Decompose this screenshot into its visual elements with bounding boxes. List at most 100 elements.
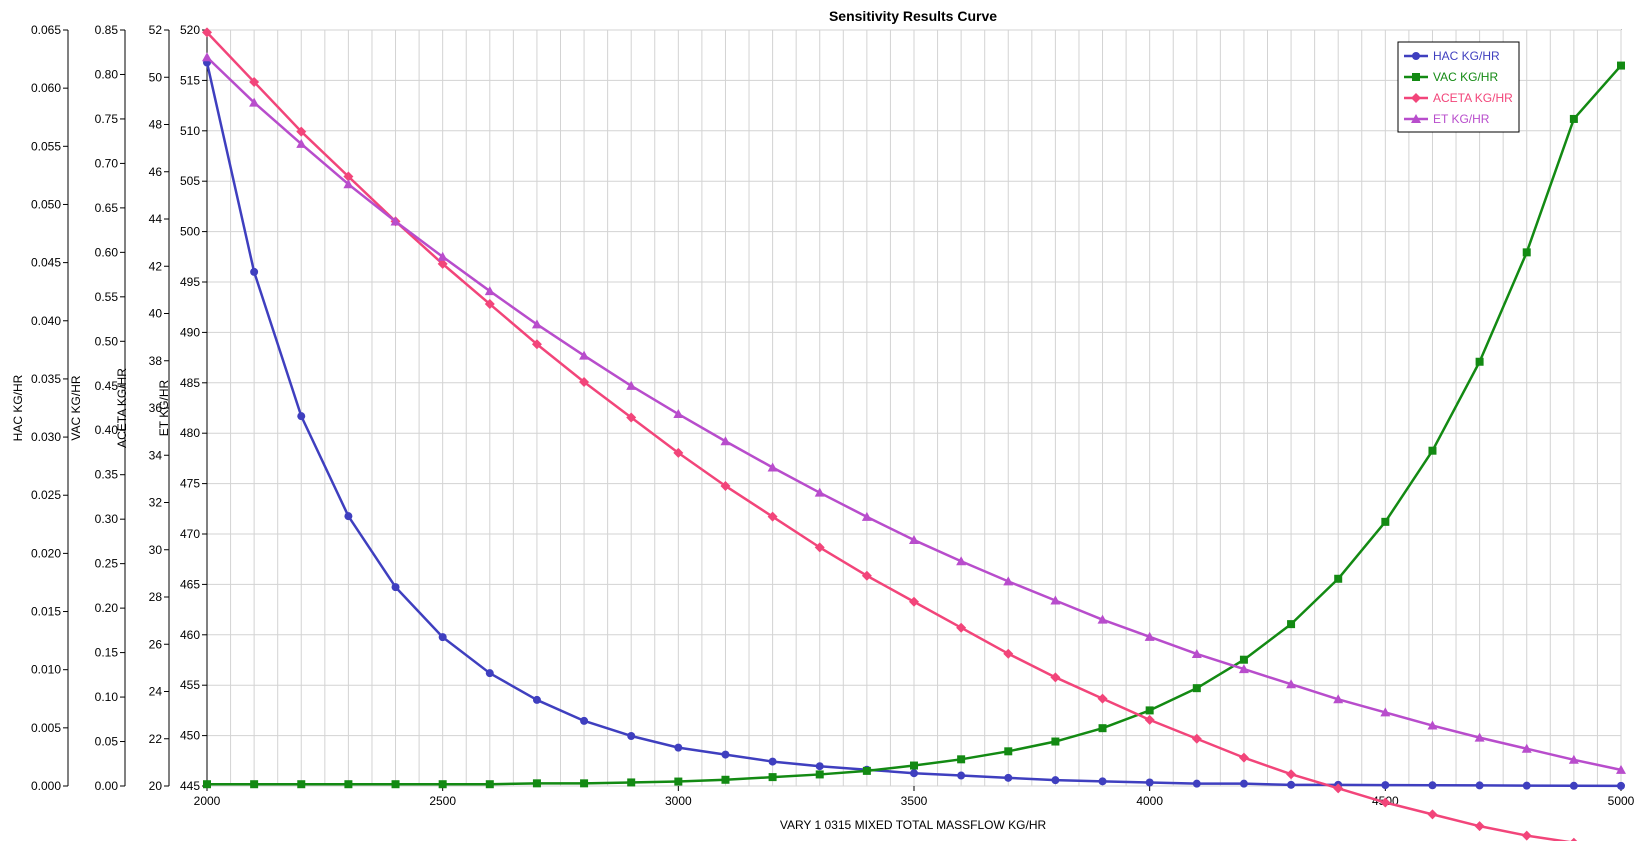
series-vac bbox=[203, 61, 1625, 789]
data-point bbox=[673, 409, 684, 419]
x-tick-label: 5000 bbox=[1608, 794, 1635, 808]
data-point bbox=[1287, 620, 1296, 629]
y-tick-label: 52 bbox=[149, 23, 163, 37]
y-tick-label: 0.050 bbox=[31, 197, 61, 211]
y-axis-label: HAC KG/HR bbox=[11, 374, 25, 441]
data-point bbox=[627, 731, 636, 740]
data-point bbox=[532, 695, 541, 704]
y-tick-label: 0.025 bbox=[31, 488, 61, 502]
data-point bbox=[1191, 648, 1202, 658]
data-point bbox=[1334, 574, 1343, 583]
data-point bbox=[861, 570, 872, 581]
y-tick-label: 0.005 bbox=[31, 721, 61, 735]
data-point bbox=[532, 779, 541, 788]
data-point bbox=[1380, 797, 1391, 808]
y-tick-label: 470 bbox=[180, 527, 200, 541]
data-point bbox=[437, 251, 448, 261]
data-point bbox=[673, 447, 684, 458]
data-point bbox=[909, 596, 919, 607]
data-point bbox=[1144, 714, 1155, 725]
y-tick-label: 0.020 bbox=[31, 546, 61, 560]
data-point bbox=[531, 319, 542, 329]
y-tick-label: 505 bbox=[180, 174, 200, 188]
data-point bbox=[1097, 693, 1108, 704]
y-tick-label: 0.45 bbox=[95, 379, 119, 393]
y-tick-label: 0.60 bbox=[95, 245, 119, 259]
data-point bbox=[957, 771, 966, 780]
legend-item: ET KG/HR bbox=[1404, 112, 1490, 126]
data-point bbox=[484, 286, 495, 296]
x-tick-label: 4000 bbox=[1136, 794, 1163, 808]
data-point bbox=[720, 436, 731, 446]
y-tick-label: 520 bbox=[180, 23, 200, 37]
data-point bbox=[343, 179, 354, 189]
data-point bbox=[437, 258, 448, 269]
data-point bbox=[1239, 655, 1248, 664]
data-point bbox=[815, 762, 824, 771]
data-point bbox=[1522, 248, 1531, 257]
data-point bbox=[1411, 114, 1421, 123]
data-point bbox=[1286, 679, 1297, 689]
y-tick-label: 0.80 bbox=[95, 67, 119, 81]
y-tick-label: 485 bbox=[180, 376, 200, 390]
data-point bbox=[1381, 517, 1390, 526]
data-point bbox=[1050, 595, 1061, 605]
y-tick-label: 32 bbox=[149, 496, 163, 510]
y-tick-label: 465 bbox=[180, 577, 200, 591]
legend-item: VAC KG/HR bbox=[1404, 70, 1498, 84]
y-tick-label: 0.55 bbox=[95, 290, 119, 304]
y-tick-label: 460 bbox=[180, 628, 200, 642]
data-point bbox=[1192, 779, 1201, 788]
data-point bbox=[1427, 720, 1438, 730]
y-tick-label: 48 bbox=[149, 118, 163, 132]
data-point bbox=[1617, 61, 1625, 70]
series-aceta bbox=[202, 27, 1623, 846]
y-tick-label: 0.50 bbox=[95, 334, 119, 348]
y-tick-label: 26 bbox=[149, 637, 163, 651]
data-point bbox=[1145, 706, 1154, 715]
y-tick-label: 500 bbox=[180, 225, 200, 239]
data-point bbox=[1474, 821, 1485, 832]
y-axis-label: VAC KG/HR bbox=[69, 375, 83, 440]
data-point bbox=[1004, 747, 1013, 756]
data-point bbox=[579, 377, 590, 388]
data-point bbox=[1522, 781, 1531, 790]
axes-layer: 20002500300035004000450050000.0000.0050.… bbox=[11, 23, 1635, 808]
data-point bbox=[956, 556, 967, 566]
y-axis-label: ACETA KG/HR bbox=[115, 368, 129, 448]
y-tick-label: 0.010 bbox=[31, 663, 61, 677]
y-tick-label: 0.10 bbox=[95, 690, 119, 704]
data-point bbox=[249, 97, 260, 107]
y-axis-label: ET KG/HR bbox=[157, 379, 171, 436]
data-point bbox=[203, 780, 211, 789]
data-point bbox=[1097, 614, 1108, 624]
y-tick-label: 515 bbox=[180, 73, 200, 87]
data-point bbox=[1050, 672, 1061, 683]
y-tick-label: 46 bbox=[149, 165, 163, 179]
data-point bbox=[391, 780, 400, 789]
data-point bbox=[1145, 778, 1154, 787]
data-point bbox=[767, 462, 778, 472]
data-point bbox=[202, 52, 212, 62]
data-point bbox=[814, 542, 825, 553]
y-tick-label: 0.35 bbox=[95, 468, 119, 482]
y-tick-label: 495 bbox=[180, 275, 200, 289]
y-tick-label: 0.25 bbox=[95, 557, 119, 571]
data-point bbox=[1475, 357, 1484, 366]
legend-item: HAC KG/HR bbox=[1404, 49, 1500, 63]
data-point bbox=[720, 480, 731, 491]
data-point bbox=[484, 299, 495, 310]
data-point bbox=[768, 757, 777, 766]
data-point bbox=[1003, 648, 1014, 659]
legend[interactable]: HAC KG/HR VAC KG/HR ACETA KG/HR ET KG/HR bbox=[1397, 41, 1520, 133]
y-tick-label: 0.20 bbox=[95, 601, 119, 615]
series-hac bbox=[203, 58, 1625, 790]
y-tick-label: 0.065 bbox=[31, 23, 61, 37]
y-tick-label: 0.035 bbox=[31, 372, 61, 386]
data-point bbox=[485, 669, 494, 678]
data-point bbox=[1333, 783, 1344, 794]
x-tick-label: 3000 bbox=[665, 794, 692, 808]
y-tick-label: 475 bbox=[180, 477, 200, 491]
data-point bbox=[1617, 781, 1625, 790]
